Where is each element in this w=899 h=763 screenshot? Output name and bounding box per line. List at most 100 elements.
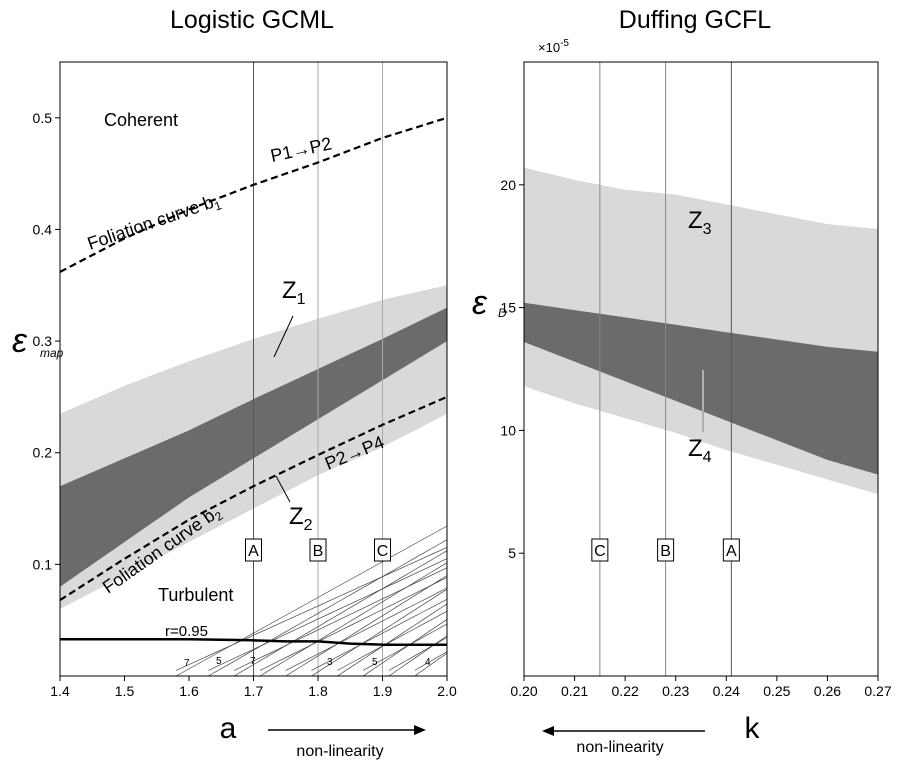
- left-xlabel: a: [220, 712, 237, 745]
- periodic-window-curve-9: [388, 635, 448, 677]
- right-xtick-label-0.27: 0.27: [864, 683, 891, 699]
- periodic-window-curve-2: [208, 539, 448, 677]
- left-arrow-head: [414, 725, 426, 735]
- periodic-window-curve-7: [337, 603, 448, 677]
- left-xtick-label-1.6: 1.6: [179, 683, 199, 699]
- right-xtick-label-0.21: 0.21: [561, 683, 588, 699]
- left-ytick-label-0.2: 0.2: [33, 445, 53, 461]
- z2-sub: 2: [304, 517, 313, 534]
- left-ytick-label-0.4: 0.4: [33, 221, 53, 237]
- right-xtick-label-0.26: 0.26: [814, 683, 841, 699]
- right-xtick-label-0.25: 0.25: [763, 683, 790, 699]
- periodic-window-curve-6: [311, 589, 448, 677]
- left-marker-label-b: B: [313, 543, 324, 560]
- right-y-scale: ×10-5: [538, 38, 569, 55]
- left-title: Logistic GCML: [170, 6, 334, 34]
- left-marker-label-c: C: [377, 543, 389, 560]
- period-label-4: 4: [425, 657, 431, 668]
- right-ylabel-sub: D: [498, 306, 507, 320]
- left-xtick-label-1.7: 1.7: [244, 683, 264, 699]
- foliation-curve-b1: [59, 116, 448, 273]
- periodic-window-curve-10: [414, 652, 448, 677]
- right-panel: Duffing GCFL 0.20 0.21 0.22 0.23 0.24 0.25 0.2…: [472, 6, 892, 756]
- turbulent-label: Turbulent: [158, 585, 233, 605]
- right-xtick-label-0.20: 0.20: [510, 683, 537, 699]
- periodic-window-curve-9b: [388, 637, 448, 671]
- periodic-window-curve-1: [175, 525, 448, 677]
- periodic-window-curve-5: [285, 575, 448, 677]
- periodic-window-curve-8b: [363, 623, 448, 671]
- coherent-label: Coherent: [104, 110, 178, 130]
- z2-pointer: [275, 475, 291, 503]
- right-ytick-label-10: 10: [500, 422, 516, 438]
- left-arrow-label: non-linearity: [296, 743, 383, 760]
- svg-text:Foliation curve b1: Foliation curve b1: [85, 190, 224, 257]
- z4-text: Z: [688, 435, 703, 462]
- r-095-curve: [60, 637, 447, 646]
- periodic-window-curve-7b: [337, 610, 448, 671]
- left-ytick-label-0.5: 0.5: [33, 110, 53, 126]
- z1-pointer: [273, 315, 294, 358]
- period-label-7a: 7: [184, 658, 190, 669]
- right-arrow-label: non-linearity: [576, 739, 663, 756]
- period-label-5a: 5: [216, 656, 222, 667]
- right-arrow-head: [542, 726, 554, 736]
- right-dark-band: [524, 302, 878, 475]
- left-marker-box-c: [374, 538, 391, 562]
- left-ytick-label-0.3: 0.3: [33, 333, 53, 349]
- b1-label-text: Foliation curve b: [85, 192, 216, 254]
- periodic-window-curve-5b: [285, 587, 448, 671]
- right-ytick-label-5: 5: [508, 545, 516, 561]
- left-ylabel: ε: [12, 322, 28, 360]
- z2-text: Z: [289, 503, 304, 530]
- right-title: Duffing GCFL: [619, 6, 771, 34]
- z3-text: Z: [688, 207, 703, 234]
- y-scale-exp: -5: [560, 38, 569, 49]
- b1-label-sub: 1: [213, 198, 224, 214]
- right-marker-box-a: [722, 538, 740, 562]
- z1-label: Z1: [282, 277, 306, 308]
- periodic-window-curve-2b: [208, 558, 448, 671]
- right-xtick-label-0.22: 0.22: [612, 683, 639, 699]
- periodic-window-curve-10b: [414, 651, 448, 671]
- periodic-window-curve-3b: [233, 567, 448, 671]
- right-xlabel: k: [745, 712, 761, 745]
- z1-text: Z: [282, 277, 297, 304]
- left-xtick-label-1.4: 1.4: [50, 683, 70, 699]
- y-scale-base: ×10: [538, 40, 560, 55]
- right-ytick-label-20: 20: [500, 177, 516, 193]
- left-xtick-label-1.5: 1.5: [115, 683, 135, 699]
- z2-label: Z2: [289, 503, 313, 534]
- period-label-3: 3: [327, 657, 333, 668]
- right-marker-label-b: B: [660, 543, 671, 560]
- left-marker-box-a: [245, 538, 262, 562]
- left-xtick-label-2.0: 2.0: [437, 683, 457, 699]
- period-label-7b: 7: [250, 656, 256, 667]
- periodic-window-curve-4: [259, 562, 448, 677]
- right-marker-box-b: [657, 538, 675, 562]
- left-marker-box-b: [309, 538, 327, 562]
- right-plot-frame: [523, 61, 879, 677]
- z4-sub: 4: [703, 449, 712, 466]
- right-xtick-label-0.24: 0.24: [713, 683, 740, 699]
- left-marker-label-a: A: [248, 543, 259, 560]
- periodic-window-curve-1b: [175, 547, 448, 671]
- b1-label: Foliation curve b1: [85, 190, 224, 257]
- periodic-window-curve-6b: [311, 598, 448, 671]
- periodic-window-curve-8: [363, 619, 448, 677]
- z3-sub: 3: [703, 221, 712, 238]
- right-marker-label-a: A: [726, 543, 737, 560]
- left-ytick-label-0.1: 0.1: [33, 556, 53, 572]
- right-ytick-label-15: 15: [500, 300, 516, 316]
- right-xtick-label-0.23: 0.23: [662, 683, 689, 699]
- periodic-window-curve-3: [233, 550, 448, 677]
- left-ylabel-sub: map: [40, 346, 64, 360]
- r-label: r=0.95: [165, 623, 208, 640]
- left-xtick-label-1.8: 1.8: [308, 683, 328, 699]
- periodic-window-curve-4b: [259, 577, 448, 671]
- z4-label: Z4: [688, 435, 712, 466]
- z1-sub: 1: [297, 291, 306, 308]
- left-panel: Logistic GCML 1.4 1.5 1.6 1.7 1.8 1.9 2.0 0.1 0…: [12, 6, 457, 760]
- period-label-5b: 5: [372, 657, 378, 668]
